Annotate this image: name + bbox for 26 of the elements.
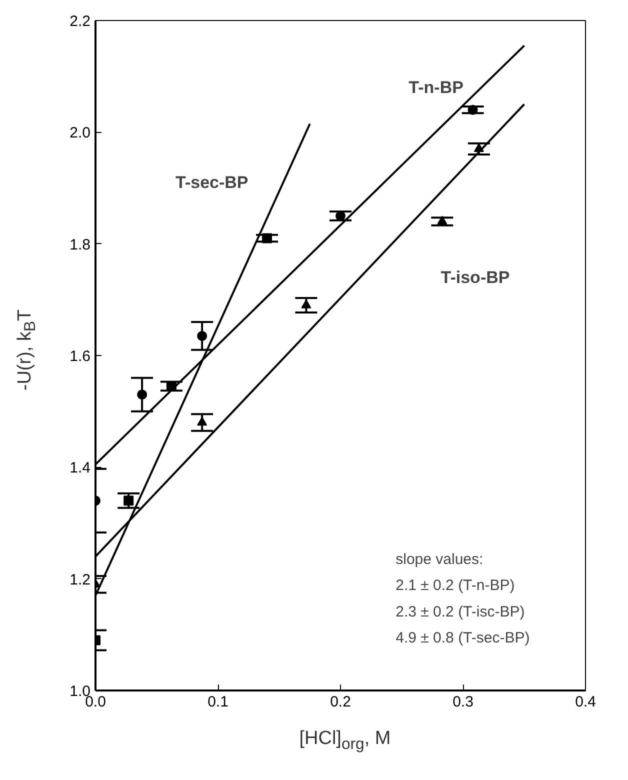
point <box>197 330 208 341</box>
annotation: 2.1 ± 0.2 (T-n-BP) <box>396 577 515 594</box>
point <box>301 300 312 308</box>
xlabel: [HCl]$_{org}$, M <box>298 727 392 755</box>
point <box>197 416 208 426</box>
y-tick-label: 2.0 <box>70 124 91 142</box>
y-tick-label: 1.8 <box>70 236 91 254</box>
x-tick-label: 0.4 <box>575 694 596 710</box>
x-tick-label: 0.2 <box>330 694 351 710</box>
annotation: 2.3 ± 0.2 (T-isc-BP) <box>396 603 525 620</box>
x-tick-label: 0.3 <box>452 694 474 710</box>
point <box>468 104 478 115</box>
y-tick-label: 1.2 <box>70 571 91 588</box>
text: T-sec-BP <box>176 172 248 192</box>
annotation: slope values: <box>396 550 484 568</box>
point <box>137 390 148 400</box>
y-tick-label: 1.6 <box>70 348 91 365</box>
y-tick-label: 2.2 <box>70 13 91 30</box>
y-tick-label: 1.4 <box>70 460 91 477</box>
x-tick-label: 0.1 <box>208 694 228 710</box>
point <box>262 233 272 244</box>
point <box>124 496 134 506</box>
text: T-iso-BP <box>440 268 510 287</box>
point <box>437 216 448 225</box>
annotation: 4.9 ± 0.8 (T-sec-BP) <box>396 630 530 647</box>
series-label: T-n-BP <box>408 78 464 97</box>
